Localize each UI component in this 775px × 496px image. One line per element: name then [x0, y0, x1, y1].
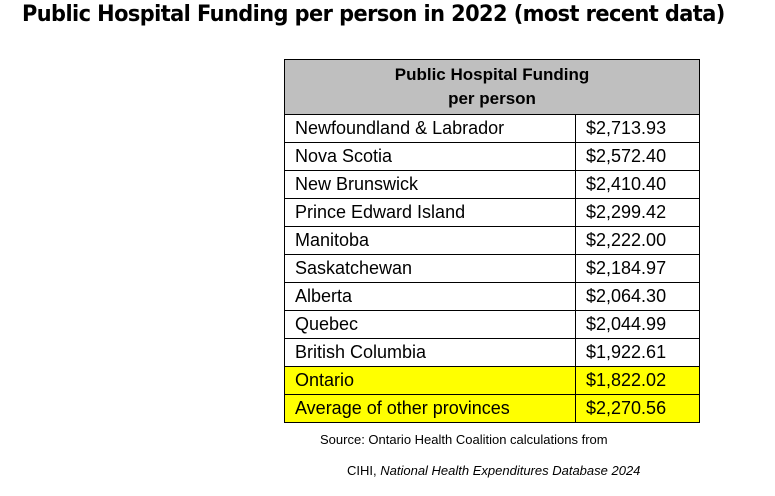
table-row: Average of other provinces $2,270.56 — [284, 394, 701, 423]
source-prefix: CIHI, — [347, 463, 381, 478]
funding-value-cell: $1,822.02 — [574, 366, 701, 395]
table-row: British Columbia $1,922.61 — [284, 338, 701, 367]
page-title: Public Hospital Funding per person in 20… — [22, 2, 725, 27]
province-cell: Alberta — [284, 282, 576, 311]
province-cell: Quebec — [284, 310, 576, 339]
table-row: Saskatchewan $2,184.97 — [284, 254, 701, 283]
province-cell: Prince Edward Island — [284, 198, 576, 227]
province-cell: New Brunswick — [284, 170, 576, 199]
funding-value-cell: $2,270.56 — [574, 394, 701, 423]
table-row: Quebec $2,044.99 — [284, 310, 701, 339]
province-cell: Nova Scotia — [284, 142, 576, 171]
funding-value-cell: $2,572.40 — [574, 142, 701, 171]
table-body: Newfoundland & Labrador $2,713.93 Nova Sco… — [284, 114, 701, 423]
table-row: Ontario $1,822.02 — [284, 366, 701, 395]
table-row: Newfoundland & Labrador $2,713.93 — [284, 114, 701, 143]
table-row: Prince Edward Island $2,299.42 — [284, 198, 701, 227]
funding-value-cell: $1,922.61 — [574, 338, 701, 367]
table-row: Alberta $2,064.30 — [284, 282, 701, 311]
table-header-row: Public Hospital Funding per person — [283, 59, 701, 115]
funding-value-cell: $2,410.40 — [574, 170, 701, 199]
table-row: Nova Scotia $2,572.40 — [284, 142, 701, 171]
funding-table: Public Hospital Funding per person Newfo… — [283, 59, 701, 423]
table-header: Public Hospital Funding per person — [283, 59, 701, 115]
funding-value-cell: $2,713.93 — [574, 114, 701, 143]
funding-value-cell: $2,299.42 — [574, 198, 701, 227]
province-cell: British Columbia — [284, 338, 576, 367]
funding-value-cell: $2,222.00 — [574, 226, 701, 255]
funding-value-cell: $2,184.97 — [574, 254, 701, 283]
table-row: New Brunswick $2,410.40 — [284, 170, 701, 199]
source-line-1: Source: Ontario Health Coalition calcula… — [320, 432, 608, 447]
table-header-line-1: Public Hospital Funding — [394, 65, 590, 84]
source-database-name: National Health Expenditures Database 20… — [380, 463, 641, 478]
province-cell: Newfoundland & Labrador — [284, 114, 576, 143]
province-cell: Ontario — [284, 366, 576, 395]
table-row: Manitoba $2,222.00 — [284, 226, 701, 255]
funding-value-cell: $2,044.99 — [574, 310, 701, 339]
province-cell: Manitoba — [284, 226, 576, 255]
province-cell: Saskatchewan — [284, 254, 576, 283]
table-header-line-2: per person — [448, 89, 536, 108]
source-line-2: CIHI, National Health Expenditures Datab… — [347, 463, 640, 478]
province-cell: Average of other provinces — [284, 394, 576, 423]
funding-value-cell: $2,064.30 — [574, 282, 701, 311]
